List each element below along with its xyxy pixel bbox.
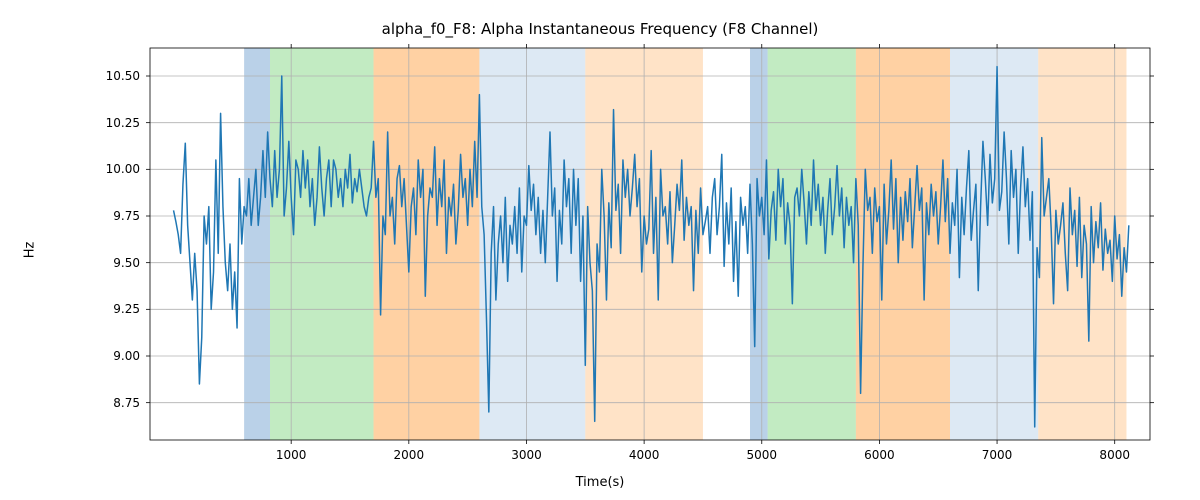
x-tick-label: 4000 — [629, 448, 660, 462]
y-tick-label: 10.00 — [90, 162, 140, 176]
y-axis-label: Hz — [23, 242, 38, 259]
highlight-band — [856, 48, 950, 440]
highlight-band — [479, 48, 585, 440]
x-tick-label: 1000 — [276, 448, 307, 462]
highlight-band — [950, 48, 1038, 440]
x-tick-label: 5000 — [746, 448, 777, 462]
x-tick-label: 8000 — [1099, 448, 1130, 462]
chart-container: alpha_f0_F8: Alpha Instantaneous Frequen… — [0, 0, 1200, 500]
x-tick-label: 6000 — [864, 448, 895, 462]
x-axis-label: Time(s) — [0, 475, 1200, 490]
y-tick-label: 9.00 — [90, 349, 140, 363]
y-tick-label: 9.75 — [90, 209, 140, 223]
y-tick-label: 9.25 — [90, 302, 140, 316]
highlight-band — [768, 48, 856, 440]
x-tick-label: 2000 — [394, 448, 425, 462]
y-tick-label: 8.75 — [90, 396, 140, 410]
y-tick-label: 10.25 — [90, 116, 140, 130]
chart-svg — [0, 0, 1200, 500]
y-tick-label: 9.50 — [90, 256, 140, 270]
x-tick-label: 3000 — [511, 448, 542, 462]
x-tick-label: 7000 — [982, 448, 1013, 462]
highlight-band — [244, 48, 270, 440]
highlight-band — [270, 48, 374, 440]
chart-title: alpha_f0_F8: Alpha Instantaneous Frequen… — [0, 20, 1200, 38]
y-tick-label: 10.50 — [90, 69, 140, 83]
